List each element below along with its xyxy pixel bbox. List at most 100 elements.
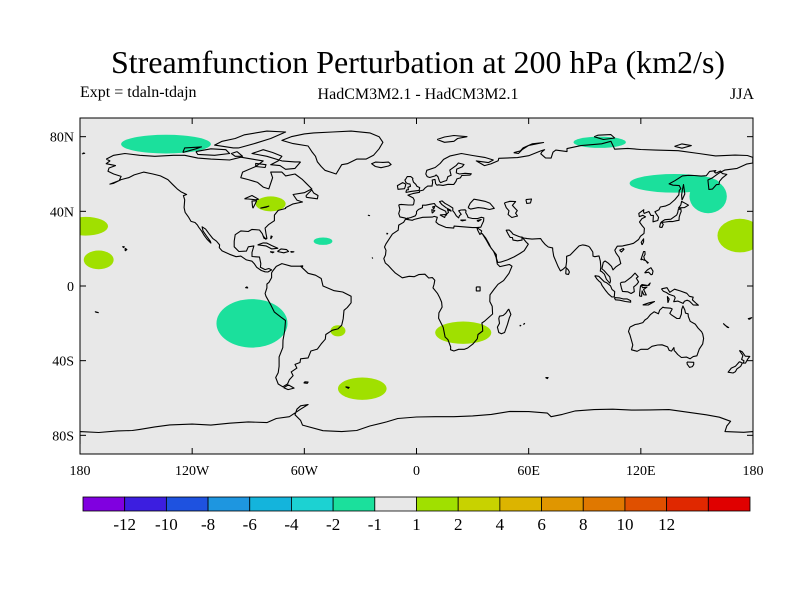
x-tick-label: 0 <box>413 464 420 479</box>
anomaly-region <box>216 299 288 348</box>
colorbar-swatch <box>499 496 542 512</box>
coastline <box>431 209 436 214</box>
coastline <box>245 286 249 289</box>
coastline <box>404 176 421 194</box>
colorbar-swatch <box>165 496 209 512</box>
coastline <box>594 275 616 298</box>
colorbar-swatch <box>707 496 751 512</box>
y-tick-label: 80S <box>52 429 74 444</box>
coastline <box>371 161 392 169</box>
y-tick-label: 80N <box>50 131 74 146</box>
coastline <box>94 311 99 314</box>
axis-ticks: 180 120W 60W 0 60E 120E 180 80N 40N 0 40S 80S <box>50 118 764 479</box>
x-tick-label: 120E <box>626 464 656 479</box>
coastline <box>686 361 695 368</box>
colorbar-label: 4 <box>496 515 505 534</box>
coastline <box>244 194 260 201</box>
coastline <box>644 267 654 276</box>
coastline <box>262 235 267 240</box>
coastline <box>519 324 522 327</box>
coastline <box>283 384 295 391</box>
coastline <box>214 130 287 149</box>
coastline <box>593 134 616 141</box>
coastline <box>305 189 319 200</box>
coastline <box>525 198 533 205</box>
coastline <box>345 386 350 389</box>
coastline <box>255 162 267 169</box>
coastline <box>460 219 467 222</box>
coastline <box>640 238 645 246</box>
coastline <box>513 141 545 155</box>
colorbar-label: 8 <box>579 515 588 534</box>
coastline <box>300 265 304 268</box>
coastline <box>467 198 495 211</box>
anomaly-region <box>83 250 114 270</box>
coastline <box>303 381 309 384</box>
colorbar-label: -4 <box>284 515 299 534</box>
coastline <box>660 287 699 306</box>
coastline <box>195 148 231 156</box>
colorbar-label: 10 <box>616 515 633 534</box>
coastline <box>666 296 670 303</box>
anomaly-region <box>689 179 727 214</box>
coastline <box>747 317 753 320</box>
coastline <box>436 134 468 143</box>
colorbar-swatch <box>207 496 251 512</box>
colorbar-label: 6 <box>537 515 546 534</box>
coastline <box>674 143 692 149</box>
colorbar-label: 1 <box>412 515 421 534</box>
coastline <box>476 218 482 222</box>
map-panel: 180 120W 60W 0 60E 120E 180 80N 40N 0 40S 80S <box>50 117 764 479</box>
colorbar-swatch <box>416 496 459 512</box>
colorbar-label: -8 <box>201 515 215 534</box>
colorbar-swatch <box>82 496 126 512</box>
colorbar-swatch <box>124 496 167 512</box>
coastline <box>545 376 549 380</box>
colorbar-swatch <box>374 496 417 512</box>
coastline <box>439 213 447 219</box>
coastline <box>638 282 651 297</box>
coastline <box>371 257 374 259</box>
colorbar-label: -10 <box>155 515 178 534</box>
coastline <box>281 130 384 175</box>
experiment-label: Expt = tdaln-tdajn <box>80 84 197 101</box>
coastline <box>383 140 753 352</box>
coastline <box>396 182 407 190</box>
coastline <box>658 208 682 228</box>
coastline <box>264 263 352 388</box>
coastline <box>565 267 570 275</box>
coastline <box>503 200 519 219</box>
coastline <box>738 349 751 364</box>
colorbar-swatch <box>291 496 334 512</box>
colorbar-label: 12 <box>658 515 675 534</box>
x-tick-label: 60E <box>517 464 540 479</box>
map-title: Streamfunction Perturbation at 200 hPa (… <box>110 44 726 80</box>
coastline <box>386 232 389 235</box>
coastline <box>269 251 275 254</box>
coastline <box>182 146 203 154</box>
coastline <box>124 247 128 252</box>
anomaly-region <box>121 134 211 154</box>
coastline <box>613 297 632 303</box>
y-tick-label: 40S <box>52 355 74 370</box>
colorbar-swatch <box>332 496 376 512</box>
coastline <box>496 308 512 335</box>
y-tick-label: 0 <box>67 280 74 295</box>
coastline <box>722 323 730 329</box>
coastline <box>122 246 125 249</box>
coastline <box>432 205 436 210</box>
coastline <box>260 205 270 209</box>
coastline <box>677 200 690 210</box>
anomaly-region <box>337 377 387 400</box>
anomaly-region <box>330 325 346 337</box>
coastline <box>642 300 656 306</box>
x-tick-label: 180 <box>70 464 91 479</box>
coastline <box>270 235 273 240</box>
colorbar-swatch <box>624 496 668 512</box>
coastline-layer <box>80 130 753 445</box>
coastline <box>619 247 625 253</box>
anomaly-region <box>717 218 753 253</box>
anomaly-region <box>80 216 109 236</box>
x-tick-label: 60W <box>291 464 319 479</box>
